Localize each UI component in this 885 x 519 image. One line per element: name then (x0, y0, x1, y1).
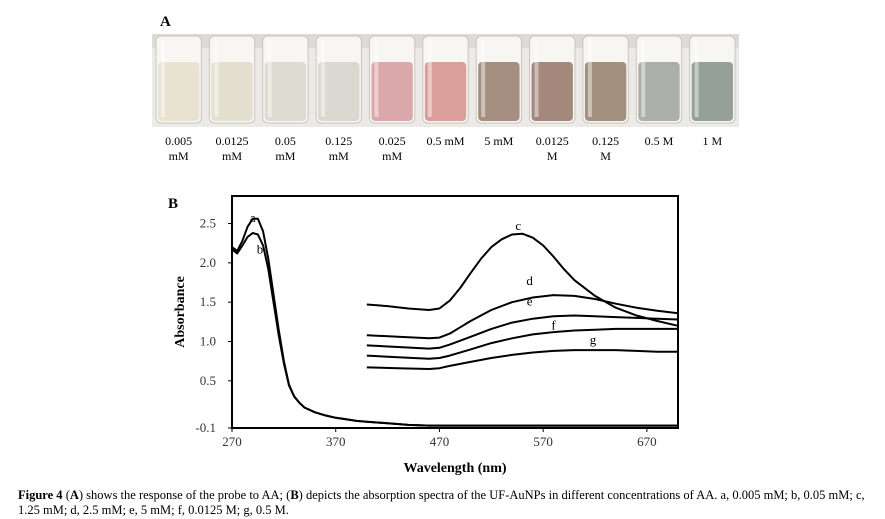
vial-highlight-4 (321, 40, 326, 117)
concentration-label: 0.0125 mM (204, 134, 260, 164)
figure-caption: Figure 4 (A) shows the response of the p… (18, 488, 880, 518)
y-tick-label: 0.5 (200, 373, 216, 388)
vial-highlight-5 (374, 40, 379, 117)
concentration-label: 0.5 M (631, 134, 687, 149)
series-d-label: d (526, 273, 533, 288)
vial-solution-3 (264, 62, 307, 121)
vial-highlight-6 (427, 40, 432, 117)
vials-photo (152, 34, 739, 127)
series-b-line (231, 232, 678, 427)
caption-text-1: ( (62, 488, 70, 502)
vial-highlight-3 (267, 40, 272, 117)
vial-solution-6 (424, 62, 467, 121)
concentration-label: 0.005 mM (151, 134, 207, 164)
series-f-line (366, 327, 678, 360)
vial-solution-5 (371, 62, 413, 121)
vial-solution-4 (318, 62, 360, 121)
concentration-value: 0.0125 (535, 134, 569, 148)
concentration-label: 0.025 mM (364, 134, 420, 164)
caption-text-2: ) shows the response of the probe to AA;… (78, 488, 291, 502)
y-axis-label: Absorbance (173, 276, 188, 348)
x-tick-label: 470 (430, 434, 450, 449)
concentration-value: 0.5 M (644, 134, 674, 148)
vial-highlight-10 (641, 40, 646, 117)
concentration-unit: mM (382, 149, 403, 163)
concentration-unit: mM (328, 149, 349, 163)
x-axis-label: Wavelength (nm) (403, 461, 506, 476)
concentration-value: 0.125 (325, 134, 353, 148)
concentration-value: 1 M (702, 134, 723, 148)
concentration-value: 0.5 mM (426, 134, 465, 148)
vial-highlight-11 (694, 40, 699, 117)
absorbance-chart: 270 370 470 570 670 -0.1 0.5 1.0 1.5 2.0 2.5 Wavele… (173, 195, 679, 476)
vial-solution-10 (638, 62, 680, 121)
vial-solution-1 (158, 62, 200, 121)
series-c-label: c (515, 218, 521, 233)
concentration-value: 0.05 (274, 134, 296, 148)
series-g-label: g (590, 332, 597, 347)
x-tick-label: 570 (533, 434, 553, 449)
vial-highlight-8 (534, 40, 539, 117)
y-tick-label: 1.5 (200, 294, 216, 309)
vial-solution-7 (478, 62, 520, 121)
concentration-unit: mM (168, 149, 189, 163)
y-tick-label: 2.5 (200, 216, 216, 231)
concentration-unit: M (600, 149, 611, 163)
vial-solution-2 (211, 62, 253, 121)
series-g-line (366, 349, 678, 370)
series-a-label: a (250, 210, 256, 225)
series-e-line (366, 314, 679, 350)
vial-highlight-2 (214, 40, 219, 117)
vial-solution-8 (531, 62, 573, 121)
series-b-label: b (257, 241, 264, 256)
vial-highlight-9 (587, 40, 592, 117)
x-tick-label: 370 (326, 434, 346, 449)
concentration-value: 0.0125 (215, 134, 249, 148)
vial-solution-9 (584, 62, 627, 121)
concentration-value: 5 mM (484, 134, 514, 148)
concentration-unit: mM (275, 149, 296, 163)
caption-b-label: B (290, 488, 299, 502)
concentration-label: 0.05 mM (257, 134, 313, 164)
concentration-unit: M (546, 149, 558, 163)
concentration-label: 5 mM (471, 134, 527, 149)
concentration-label: 0.5 mM (418, 134, 474, 149)
series-e-label: e (527, 293, 533, 308)
vial-highlight-1 (161, 40, 165, 117)
concentration-unit: mM (222, 149, 243, 163)
panel-a-label: A (160, 14, 171, 30)
x-tick-label: 670 (637, 434, 657, 449)
concentration-label: 1 M (684, 134, 740, 149)
series-c-line (366, 232, 679, 327)
caption-text-3: ) depicts the absorption spectra of the … (18, 488, 865, 517)
caption-a-label: A (69, 488, 79, 502)
x-tick-label: 270 (222, 434, 242, 449)
concentration-label: 0.125 M (578, 134, 634, 164)
concentration-label: 0.0125 M (524, 134, 580, 164)
concentration-label: 0.125 mM (311, 134, 367, 164)
concentration-value: 0.005 (165, 134, 193, 148)
vial-highlight-7 (481, 40, 486, 117)
panel-b-label: B (168, 196, 179, 212)
y-tick-label: -0.1 (195, 420, 216, 435)
series-a-line (231, 217, 678, 427)
y-tick-label: 1.0 (200, 333, 216, 348)
series-f-label: f (551, 318, 556, 333)
caption-figure-label: Figure 4 (18, 488, 63, 502)
concentration-value: 0.025 (378, 134, 406, 148)
vial-solution-11 (691, 62, 733, 121)
y-tick-label: 2.0 (200, 255, 216, 270)
series-d-line (366, 294, 679, 340)
plot-frame (231, 195, 679, 429)
concentration-value: 0.125 (592, 134, 620, 148)
